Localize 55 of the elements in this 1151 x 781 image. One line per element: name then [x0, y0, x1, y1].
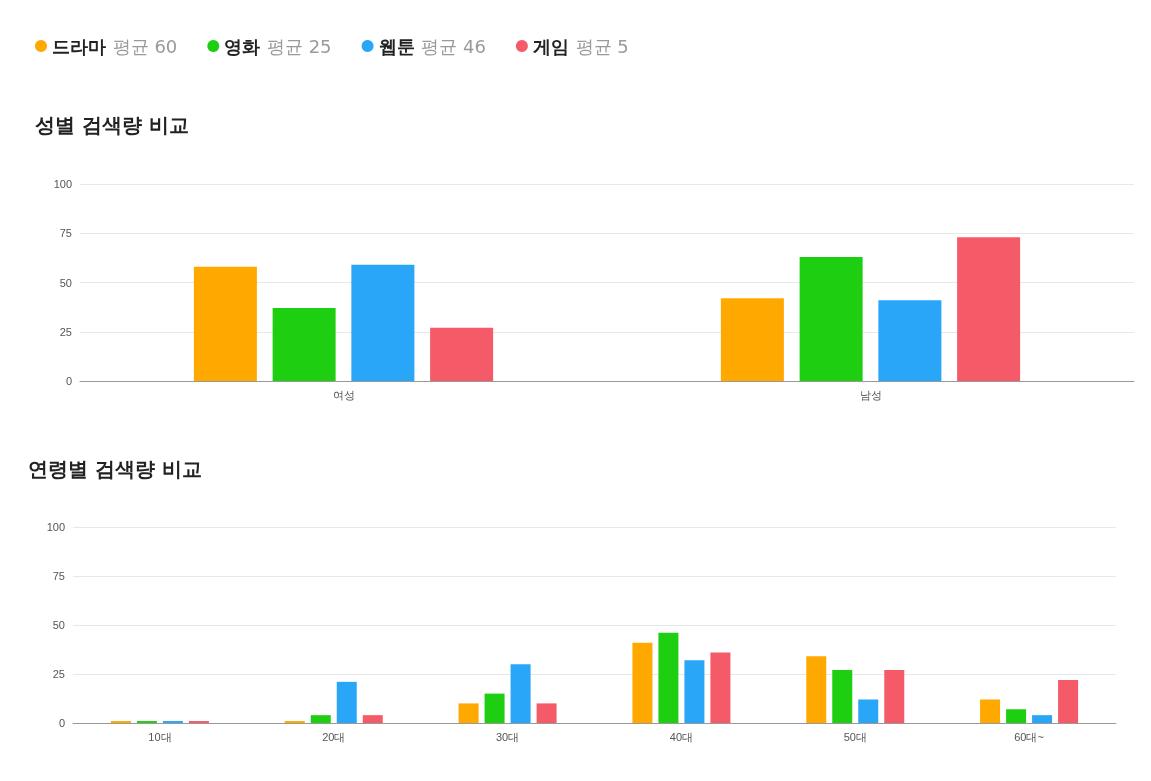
bar: [536, 703, 557, 723]
bar: [832, 670, 853, 723]
bar: [684, 660, 705, 723]
bar: [806, 656, 827, 723]
bar: [362, 715, 383, 723]
y-tick-label: 25: [52, 668, 65, 680]
bar: [351, 264, 415, 381]
y-tick-label: 50: [52, 619, 65, 631]
bar: [720, 298, 784, 381]
text: 평균 25: [266, 35, 332, 57]
x-tick-label: 30대: [495, 730, 520, 743]
x-tick-label: 60대~: [1014, 730, 1044, 743]
x-tick-label: 남성: [859, 388, 882, 401]
bar: [878, 300, 942, 381]
bar: [710, 652, 731, 723]
x-tick-label: 20대: [322, 730, 346, 743]
bar: [884, 670, 905, 723]
bar: [484, 693, 505, 723]
x-tick-label: 10대: [148, 730, 172, 743]
y-tick-label: 75: [52, 570, 65, 582]
bar: [1058, 679, 1079, 723]
bar: [980, 699, 1001, 723]
bar: [1006, 709, 1027, 723]
y-tick-label: 75: [59, 227, 72, 240]
bar: [799, 256, 863, 381]
bar: [632, 642, 653, 723]
legend-label: 영화: [224, 35, 261, 57]
y-tick-label: 25: [59, 325, 72, 338]
text: 평균 5: [575, 35, 629, 57]
bar: [430, 327, 494, 381]
bar: [336, 681, 357, 723]
y-tick-label: 100: [46, 521, 65, 533]
legend-label: 드라마: [52, 35, 106, 57]
bar: [272, 308, 336, 381]
y-tick-label: 0: [65, 375, 72, 387]
text: 평균 46: [421, 35, 486, 57]
x-tick-label: 50대: [843, 730, 867, 743]
chart-title: 연령별 검색량 비교: [28, 457, 202, 481]
bar: [957, 237, 1021, 381]
legend-label: 게임: [532, 35, 569, 57]
x-tick-label: 40대: [669, 730, 694, 743]
bar: [310, 715, 331, 723]
bar: [658, 632, 679, 723]
y-tick-label: 100: [53, 178, 72, 190]
bar: [858, 699, 879, 723]
legend-label: 웹툰: [378, 35, 415, 57]
bar: [458, 703, 479, 723]
bar: [510, 664, 531, 723]
x-tick-label: 여성: [332, 388, 355, 401]
chart-title: 성별 검색량 비교: [35, 113, 189, 137]
bar: [1032, 715, 1053, 723]
bar: [193, 266, 257, 381]
text: 평균 60: [112, 35, 178, 57]
y-tick-label: 50: [59, 276, 72, 289]
y-tick-label: 0: [58, 717, 65, 729]
